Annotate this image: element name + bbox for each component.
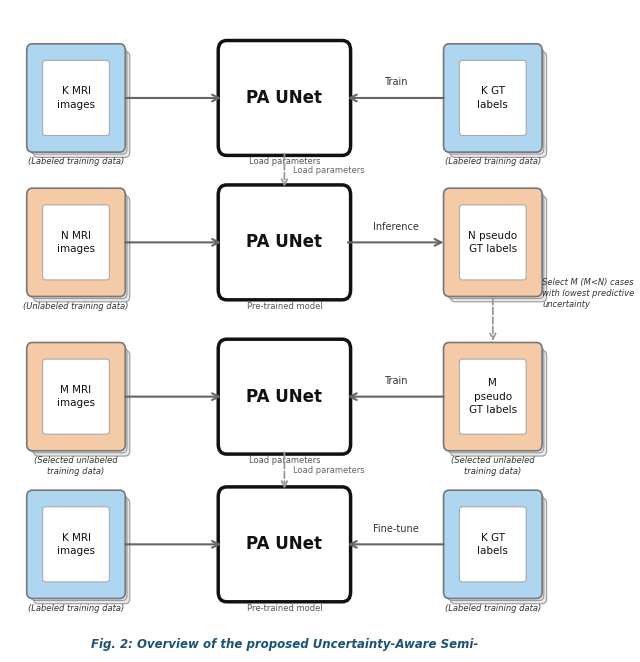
FancyBboxPatch shape — [43, 205, 109, 280]
FancyBboxPatch shape — [447, 347, 544, 453]
Text: (Unlabeled training data): (Unlabeled training data) — [23, 302, 129, 310]
Text: (Labeled training data): (Labeled training data) — [28, 158, 124, 166]
FancyBboxPatch shape — [27, 342, 125, 451]
FancyBboxPatch shape — [444, 490, 542, 598]
Text: Inference: Inference — [372, 222, 419, 232]
Text: Pre-trained model: Pre-trained model — [246, 302, 323, 310]
FancyBboxPatch shape — [33, 498, 130, 604]
Text: (Selected unlabeled
training data): (Selected unlabeled training data) — [34, 456, 118, 476]
FancyBboxPatch shape — [43, 507, 109, 582]
Text: (Labeled training data): (Labeled training data) — [445, 604, 541, 613]
FancyBboxPatch shape — [460, 507, 526, 582]
FancyBboxPatch shape — [31, 48, 127, 154]
FancyBboxPatch shape — [218, 487, 351, 602]
Text: Train: Train — [384, 376, 408, 386]
FancyBboxPatch shape — [27, 188, 125, 297]
FancyBboxPatch shape — [444, 342, 542, 451]
FancyBboxPatch shape — [447, 193, 544, 299]
FancyBboxPatch shape — [43, 60, 109, 136]
FancyBboxPatch shape — [460, 205, 526, 280]
Text: N pseudo
GT labels: N pseudo GT labels — [468, 231, 517, 254]
Text: (Selected unlabeled
training data): (Selected unlabeled training data) — [451, 456, 534, 476]
Text: K GT
labels: K GT labels — [477, 86, 508, 110]
Text: Load parameters: Load parameters — [248, 158, 320, 166]
FancyBboxPatch shape — [447, 48, 544, 154]
FancyBboxPatch shape — [27, 44, 125, 152]
FancyBboxPatch shape — [31, 347, 127, 453]
FancyBboxPatch shape — [33, 196, 130, 302]
FancyBboxPatch shape — [451, 196, 547, 302]
FancyBboxPatch shape — [444, 44, 542, 152]
FancyBboxPatch shape — [444, 188, 542, 297]
FancyBboxPatch shape — [218, 339, 351, 454]
FancyBboxPatch shape — [31, 193, 127, 299]
Text: M MRI
images: M MRI images — [57, 385, 95, 408]
Text: Load parameters: Load parameters — [293, 166, 365, 175]
FancyBboxPatch shape — [451, 52, 547, 158]
Text: PA UNet: PA UNet — [246, 89, 323, 107]
Text: Pre-trained model: Pre-trained model — [246, 604, 323, 613]
FancyBboxPatch shape — [31, 495, 127, 600]
Text: Load parameters: Load parameters — [248, 456, 320, 465]
FancyBboxPatch shape — [460, 60, 526, 136]
Text: Select M (M<N) cases
with lowest predictive
uncertainty: Select M (M<N) cases with lowest predict… — [542, 277, 634, 309]
Text: PA UNet: PA UNet — [246, 388, 323, 406]
FancyBboxPatch shape — [33, 350, 130, 456]
Text: K MRI
images: K MRI images — [57, 533, 95, 556]
FancyBboxPatch shape — [43, 359, 109, 434]
FancyBboxPatch shape — [27, 490, 125, 598]
Text: (Labeled training data): (Labeled training data) — [28, 604, 124, 613]
FancyBboxPatch shape — [451, 498, 547, 604]
Text: (Labeled training data): (Labeled training data) — [445, 158, 541, 166]
Text: Train: Train — [384, 77, 408, 87]
Text: N MRI
images: N MRI images — [57, 231, 95, 254]
Text: PA UNet: PA UNet — [246, 536, 323, 553]
FancyBboxPatch shape — [218, 40, 351, 156]
Text: Load parameters: Load parameters — [293, 466, 365, 475]
FancyBboxPatch shape — [460, 359, 526, 434]
FancyBboxPatch shape — [451, 350, 547, 456]
Text: Fine-tune: Fine-tune — [372, 524, 419, 534]
Text: M
pseudo
GT labels: M pseudo GT labels — [468, 379, 517, 415]
Text: K GT
labels: K GT labels — [477, 533, 508, 556]
Text: K MRI
images: K MRI images — [57, 86, 95, 110]
Text: PA UNet: PA UNet — [246, 234, 323, 252]
FancyBboxPatch shape — [218, 185, 351, 300]
Text: Fig. 2: Overview of the proposed Uncertainty-Aware Semi-: Fig. 2: Overview of the proposed Uncerta… — [91, 638, 478, 651]
FancyBboxPatch shape — [33, 52, 130, 158]
FancyBboxPatch shape — [447, 495, 544, 600]
